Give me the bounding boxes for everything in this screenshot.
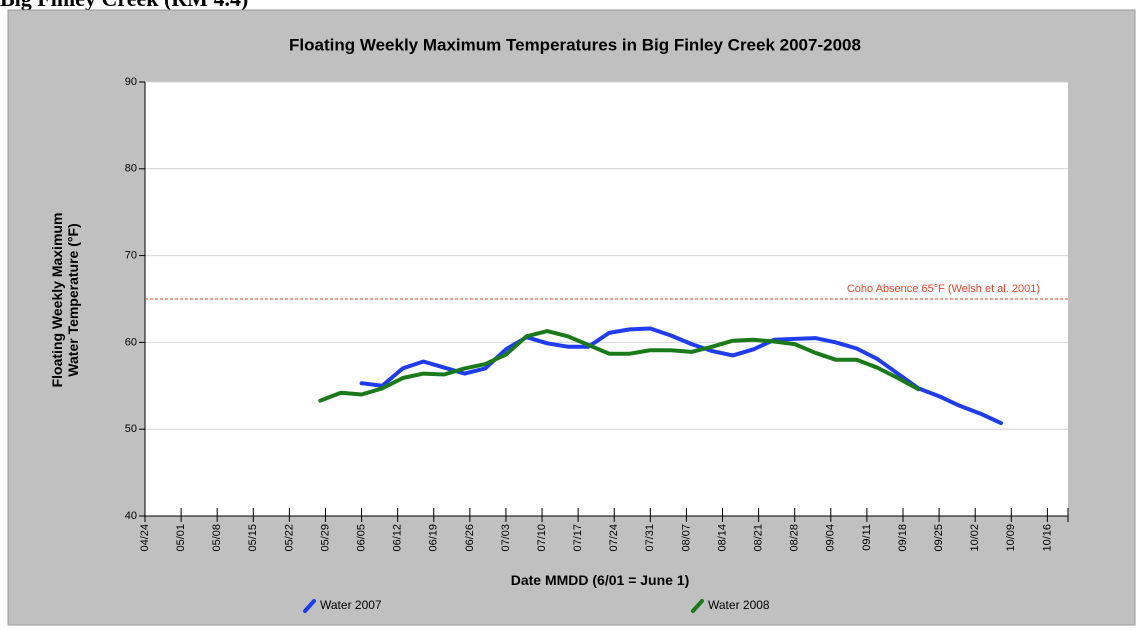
x-tick-label: 06/12 (392, 524, 404, 552)
x-tick-label: 05/08 (211, 524, 223, 552)
y-tick-label: 80 (125, 163, 137, 175)
y-tick-label: 60 (125, 336, 137, 348)
x-tick-label: 10/16 (1041, 524, 1053, 552)
y-tick-label: 50 (125, 423, 137, 435)
y-axis-label: Floating Weekly Maximum (49, 213, 65, 388)
legend-label: Water 2007 (320, 598, 382, 612)
reference-label: Coho Absence 65°F (Welsh et al. 2001) (847, 283, 1040, 295)
x-tick-label: 09/11 (861, 524, 873, 551)
x-axis-label: Date MMDD (6/01 = June 1) (511, 572, 690, 588)
y-tick-label: 70 (125, 250, 137, 262)
x-tick-label: 05/01 (175, 524, 187, 552)
x-tick-label: 09/04 (825, 524, 837, 552)
x-tick-label: 09/25 (933, 524, 945, 552)
x-tick-label: 08/21 (753, 524, 765, 552)
data-line (359, 326, 1003, 426)
x-tick-label: 09/18 (897, 524, 909, 552)
x-tick-label: 08/28 (789, 524, 801, 552)
x-tick-label: 07/31 (644, 524, 656, 552)
x-tick-label: 06/05 (355, 524, 367, 552)
x-tick-label: 08/14 (716, 524, 728, 552)
legend-label: Water 2008 (708, 598, 770, 612)
x-tick-label: 05/15 (247, 524, 259, 552)
x-tick-label: 06/19 (428, 524, 440, 552)
y-tick-label: 40 (125, 510, 137, 522)
y-tick-label: 90 (125, 76, 137, 88)
page-heading: Big Finley Creek (RM 4.4) (0, 0, 248, 11)
x-tick-label: 07/24 (608, 524, 620, 552)
legend-swatch (303, 599, 316, 613)
x-tick-label: 06/26 (464, 524, 476, 552)
y-axis-label: Water Temperature (°F) (65, 223, 81, 376)
legend-swatch (691, 599, 704, 613)
x-tick-label: 05/22 (283, 524, 295, 552)
x-tick-label: 05/29 (319, 524, 331, 552)
data-line (318, 329, 921, 403)
chart-title: Floating Weekly Maximum Temperatures in … (289, 35, 861, 54)
x-tick-label: 10/09 (1005, 524, 1017, 552)
x-tick-label: 07/10 (536, 524, 548, 552)
x-tick-label: 08/07 (680, 524, 692, 552)
x-tick-label: 07/17 (572, 524, 584, 552)
x-tick-label: 07/03 (500, 524, 512, 552)
x-tick-label: 10/02 (969, 524, 981, 552)
x-tick-label: 04/24 (139, 524, 151, 552)
